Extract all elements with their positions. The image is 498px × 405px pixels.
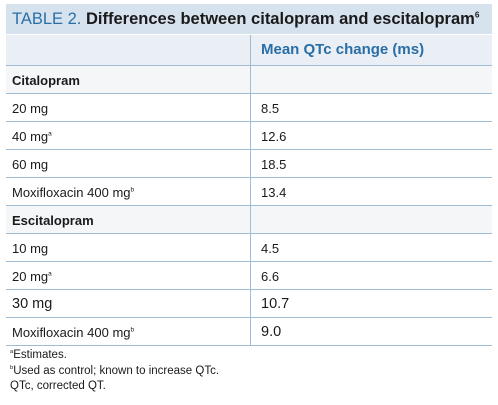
footnotes: aEstimates. bUsed as control; known to i… xyxy=(10,348,219,395)
drug-cell: 20 mg xyxy=(6,94,250,121)
footnote-mark: a xyxy=(48,270,52,278)
empty-cell xyxy=(250,206,492,233)
drug-cell: Moxifloxacin 400 mgb xyxy=(6,318,250,345)
drug-cell: 60 mg xyxy=(6,150,250,177)
value-cell: 13.4 xyxy=(250,178,492,205)
drug-label: 20 mg xyxy=(12,101,49,116)
value-cell: 6.6 xyxy=(250,262,492,289)
table-title: TABLE 2. Differences between citalopram … xyxy=(6,4,492,34)
drug-label: 20 mg xyxy=(12,269,49,284)
value-cell: 9.0 xyxy=(250,318,492,345)
drug-label: 10 mg xyxy=(12,241,49,256)
column-header-qtc: Mean QTc change (ms) xyxy=(250,35,492,65)
footnote-mark: a xyxy=(10,349,14,356)
group-label: Citalopram xyxy=(12,73,80,88)
drug-label: Moxifloxacin 400 mg xyxy=(12,325,131,340)
table-caption: Differences between citalopram and escit… xyxy=(86,10,479,28)
value-cell: 12.6 xyxy=(250,122,492,149)
group-label: Escitalopram xyxy=(12,213,94,228)
footnote: bUsed as control; known to increase QTc. xyxy=(10,364,219,380)
empty-cell xyxy=(250,66,492,93)
drug-cell: Moxifloxacin 400 mgb xyxy=(6,178,250,205)
drug-label: 30 mg xyxy=(12,296,53,312)
footnote-mark: b xyxy=(130,186,135,194)
table-caption-text: Differences between citalopram and escit… xyxy=(86,10,475,28)
table-row: 30 mg 10.7 xyxy=(6,289,492,317)
drug-label: 40 mg xyxy=(12,129,49,144)
footnote-mark: a xyxy=(48,130,52,138)
drug-cell: 20 mga xyxy=(6,262,250,289)
data-table: Mean QTc change (ms) Citalopram 20 mg 8.… xyxy=(6,35,492,346)
footnote: QTc, corrected QT. xyxy=(10,379,219,395)
drug-cell: 40 mga xyxy=(6,122,250,149)
group-row-citalopram: Citalopram xyxy=(6,65,492,93)
table-row: Moxifloxacin 400 mgb 9.0 xyxy=(6,317,492,345)
table-row: 40 mga 12.6 xyxy=(6,121,492,149)
footnote-mark: b xyxy=(10,364,14,371)
value-cell: 10.7 xyxy=(250,290,492,317)
table-row: 60 mg 18.5 xyxy=(6,149,492,177)
table-row: 20 mg 8.5 xyxy=(6,93,492,121)
table-row: 10 mg 4.5 xyxy=(6,233,492,261)
drug-label: 60 mg xyxy=(12,157,49,172)
drug-cell: 30 mg xyxy=(6,290,250,317)
drug-cell: 10 mg xyxy=(6,234,250,261)
footnote-mark: b xyxy=(130,326,135,334)
value-cell: 4.5 xyxy=(250,234,492,261)
group-row-escitalopram: Escitalopram xyxy=(6,205,492,233)
value-cell: 8.5 xyxy=(250,94,492,121)
table-bottom-rule xyxy=(6,345,492,346)
value-cell: 18.5 xyxy=(250,150,492,177)
table-number: TABLE 2. xyxy=(12,10,82,28)
header-row: Mean QTc change (ms) xyxy=(6,35,492,65)
table-row: 20 mga 6.6 xyxy=(6,261,492,289)
footnote-text: QTc, corrected QT. xyxy=(10,380,106,392)
table-row: Moxifloxacin 400 mgb 13.4 xyxy=(6,177,492,205)
drug-label: Moxifloxacin 400 mg xyxy=(12,185,131,200)
footnote-text: Used as control; known to increase QTc. xyxy=(13,364,220,377)
reference-mark: 6 xyxy=(474,10,480,20)
footnote-text: Estimates. xyxy=(13,349,67,361)
footnote: aEstimates. xyxy=(10,348,219,364)
